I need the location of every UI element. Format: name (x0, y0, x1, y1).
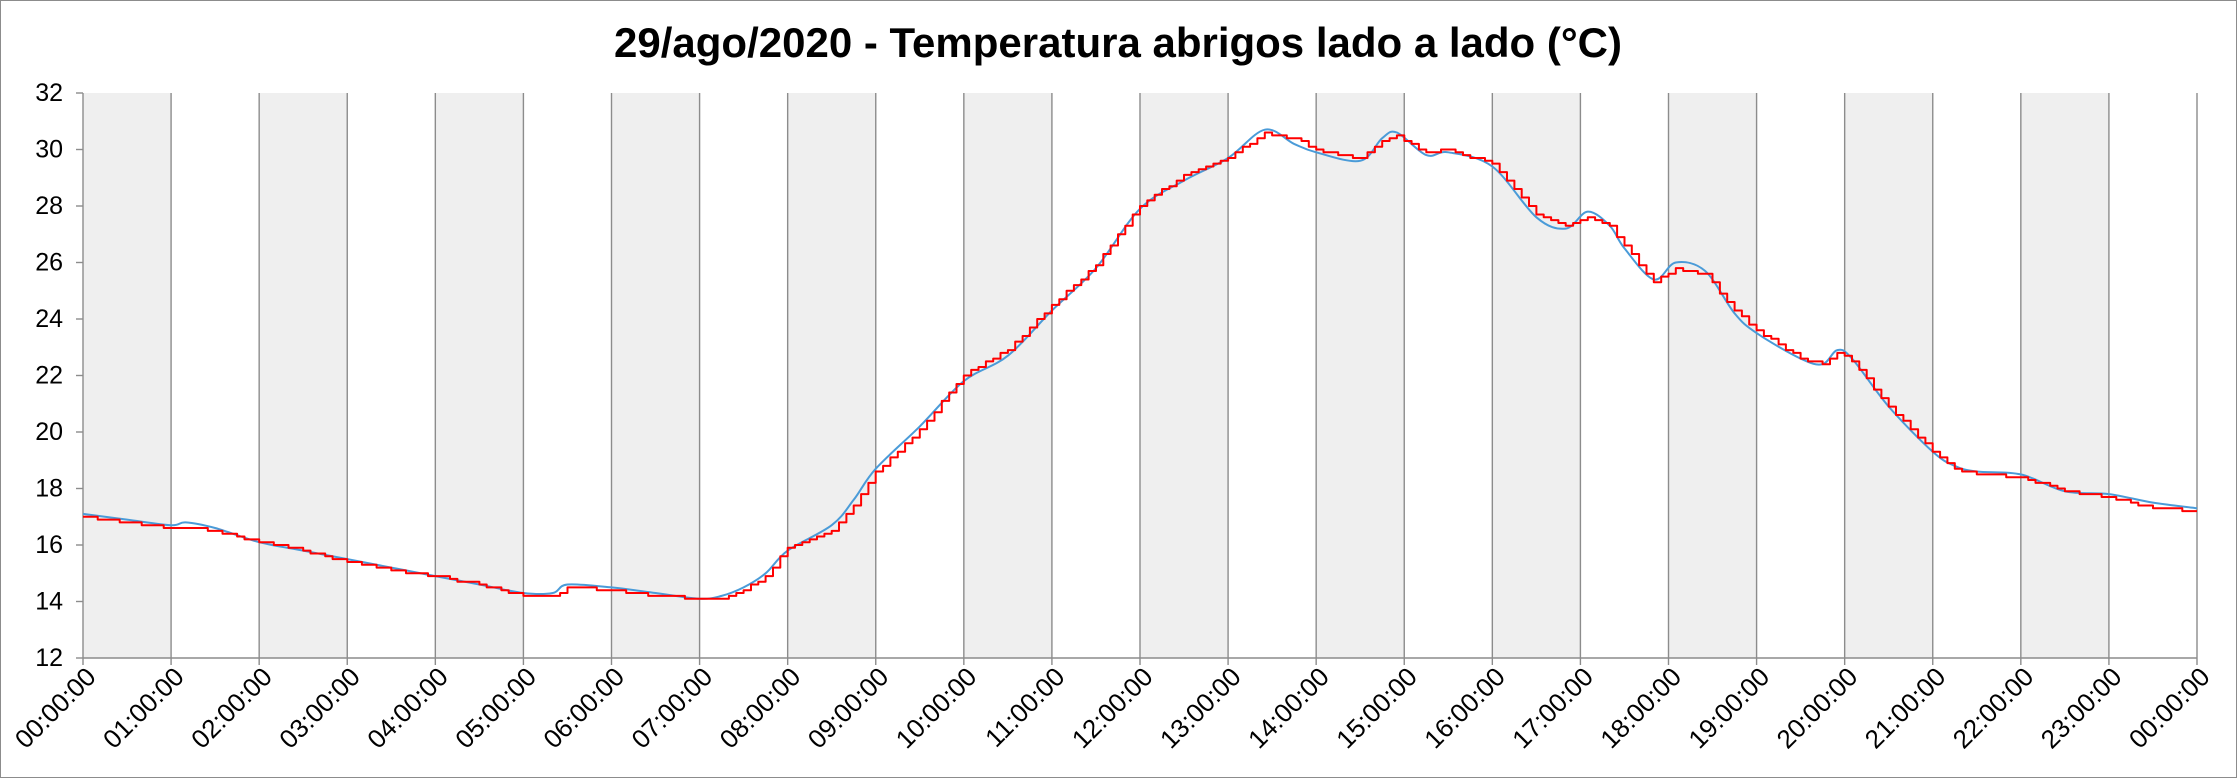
shaded-hour-band (1316, 93, 1405, 658)
chart-title: 29/ago/2020 - Temperatura abrigos lado a… (614, 19, 1622, 66)
temperature-series-red-line (83, 131, 2197, 600)
shaded-hour-band (435, 93, 524, 658)
y-tick-label: 12 (35, 644, 63, 672)
shaded-hour-band (83, 93, 172, 658)
y-tick-label: 18 (35, 475, 63, 503)
shaded-hour-band (2020, 93, 2109, 658)
shaded-hour-band (1492, 93, 1581, 658)
shaded-bands (83, 93, 2109, 658)
shaded-hour-band (1668, 93, 1757, 658)
shaded-hour-band (787, 93, 876, 658)
axes (76, 92, 2198, 665)
shaded-hour-band (1140, 93, 1229, 658)
shaded-hour-band (611, 93, 700, 658)
y-tick-label: 26 (35, 249, 63, 277)
y-tick-label: 16 (35, 531, 63, 559)
shaded-hour-band (1844, 93, 1933, 658)
shaded-hour-band (963, 93, 1052, 658)
y-tick-label: 28 (35, 192, 63, 220)
vertical-gridlines (170, 93, 2198, 658)
y-tick-label: 22 (35, 362, 63, 390)
y-tick-label: 24 (35, 305, 63, 333)
y-tick-label: 30 (35, 136, 63, 164)
y-tick-label: 32 (35, 79, 63, 107)
shaded-hour-band (259, 93, 348, 658)
y-tick-label: 14 (35, 588, 63, 616)
y-tick-label: 20 (35, 418, 63, 446)
plot-series (82, 128, 2198, 600)
